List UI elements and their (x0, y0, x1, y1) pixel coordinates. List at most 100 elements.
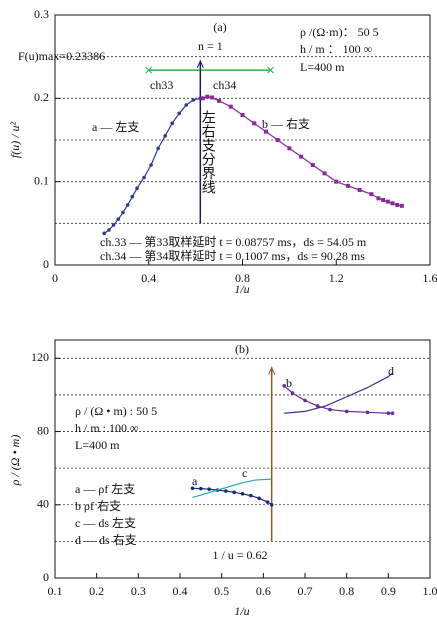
data-point (125, 203, 130, 207)
annotation: h / m : 100 ∞ (75, 421, 139, 435)
data-point (207, 487, 211, 492)
data-point (287, 146, 292, 151)
annotation: ρ /(Ω·m)： 50 5 (300, 25, 379, 39)
y-tick-label: 0.1 (34, 173, 49, 187)
reference-end (145, 66, 153, 74)
data-point (385, 199, 390, 204)
data-point (240, 113, 245, 117)
x-axis-label: 1/u (234, 282, 249, 296)
x-tick-label: 0.6 (256, 584, 271, 598)
annotation: n = 1 (198, 39, 223, 53)
data-point (116, 217, 121, 221)
data-point (142, 175, 146, 180)
x-tick-label: 0.1 (48, 584, 63, 598)
reference-end (267, 66, 274, 74)
data-point (376, 196, 381, 201)
plot-frame (54, 339, 431, 579)
data-point (190, 486, 195, 491)
series-line (192, 478, 272, 499)
data-point (344, 409, 349, 414)
data-point (107, 228, 111, 232)
annotation: a — ρf 左支 (75, 481, 135, 496)
annotation: ρ / (Ω • m) : 50 5 (75, 404, 157, 418)
series-line (192, 487, 272, 506)
annotation: 左右支分界线 (200, 110, 216, 194)
annotation: (b) (235, 342, 249, 356)
annotation: a — 左支 (92, 119, 139, 134)
x-tick-label: 0.7 (298, 584, 313, 598)
annotation: d (388, 364, 394, 378)
y-tick-label: 0.3 (34, 7, 49, 21)
y-tick-label: 0 (43, 570, 49, 584)
x-tick-label: 0.5 (214, 584, 229, 598)
x-tick-label: 0.4 (173, 584, 188, 598)
data-point (191, 98, 196, 102)
x-tick-label: 1.2 (329, 271, 344, 285)
data-point (199, 486, 203, 491)
data-point (299, 154, 304, 159)
data-point (310, 163, 315, 167)
divider-arrow (196, 59, 204, 69)
series-line (283, 385, 393, 414)
data-point (275, 138, 280, 142)
x-tick-label: 0.8 (235, 271, 250, 285)
data-point (249, 493, 253, 498)
data-point (303, 398, 307, 403)
data-point (263, 129, 268, 134)
annotation: b (286, 376, 292, 390)
annotation: 1 / u = 0.62 (212, 548, 267, 562)
data-point (228, 104, 233, 109)
data-point (265, 500, 270, 504)
y-axis-label: f(u) / u² (8, 121, 22, 158)
y-tick-label: 0.2 (34, 90, 49, 104)
data-point (345, 183, 350, 188)
annotation: a (192, 474, 198, 488)
data-point (130, 194, 135, 199)
annotation: b ρf 右支 (75, 498, 121, 513)
data-point (149, 163, 153, 167)
y-tick-label: 40 (37, 497, 49, 511)
annotation: (a) (213, 20, 226, 34)
annotation: c — ds 左支 (75, 515, 136, 530)
series-line (202, 96, 402, 207)
divider-arrow (268, 366, 276, 375)
annotation: b — 右支 (262, 116, 310, 131)
data-point (163, 134, 167, 138)
data-point (395, 203, 400, 207)
x-tick-label: 0.4 (141, 271, 156, 285)
data-point (170, 121, 174, 126)
data-point (290, 391, 295, 395)
annotation: ch.34 — 第34取样延时 t = 0.1007 ms，ds = 90.28… (100, 248, 365, 263)
data-point (399, 203, 404, 208)
data-point (111, 223, 116, 227)
data-point (200, 96, 205, 101)
data-point (205, 94, 210, 99)
annotation: ch.33 — 第33取样延时 t = 0.08757 ms，ds = 54.0… (100, 234, 367, 249)
x-tick-label: 0.2 (89, 584, 104, 598)
data-point (381, 198, 386, 202)
x-tick-label: 1.6 (423, 271, 437, 285)
data-point (184, 103, 189, 107)
data-point (322, 171, 327, 176)
y-tick-label: 120 (31, 350, 49, 364)
data-point (177, 111, 182, 116)
data-point (269, 502, 274, 507)
x-tick-label: 0 (52, 271, 58, 285)
data-point (232, 490, 236, 495)
annotation: h / m ： 100 ∞ (300, 42, 372, 56)
data-point (102, 231, 107, 236)
data-point (210, 95, 215, 100)
annotation: d — ds 右支 (75, 532, 137, 547)
x-axis-label: 1/u (234, 604, 249, 618)
data-point (390, 201, 395, 206)
data-point (217, 98, 222, 103)
data-point (390, 411, 395, 416)
x-tick-label: 0.3 (131, 584, 146, 598)
x-tick-label: 1.0 (423, 584, 437, 598)
x-tick-label: 0.9 (381, 584, 396, 598)
data-point (386, 411, 391, 416)
series-line (284, 372, 393, 414)
annotation: ch34 (213, 78, 236, 92)
annotation: c (242, 466, 247, 480)
